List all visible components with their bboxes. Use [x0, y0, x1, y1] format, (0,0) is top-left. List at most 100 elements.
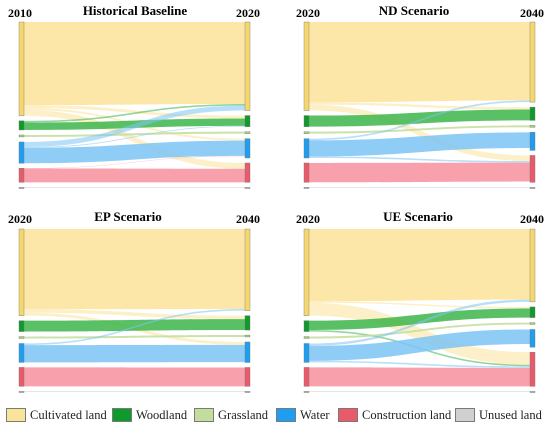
right-node-water [529, 329, 536, 348]
right-node-woodland [244, 315, 251, 331]
flow-grassland-to-grassland [309, 125, 530, 134]
legend: Cultivated land Woodland Grassland Water… [0, 402, 550, 428]
flow-water-to-cultivated [309, 100, 530, 141]
flow-unused-to-unused [24, 391, 245, 392]
right-node-grassland [529, 322, 536, 325]
right-node-grassland [244, 334, 251, 338]
panel-title: ND Scenario [379, 3, 449, 18]
legend-swatch-construction-land [338, 408, 358, 422]
flow-cultivated-to-construction [24, 110, 245, 169]
left-node-woodland [303, 115, 310, 127]
flows [24, 229, 245, 392]
flow-cultivated-to-woodland [24, 105, 245, 119]
panel-ep-scenario: EP Scenario 2020 2040 [8, 209, 260, 393]
right-node-water [244, 341, 251, 363]
left-node-construction [303, 162, 310, 183]
flow-grassland-to-grassland [309, 322, 530, 339]
left-node-cultivated [303, 21, 310, 111]
right-node-construction [244, 162, 251, 183]
panel-title: Historical Baseline [83, 3, 188, 18]
flow-water-to-construction [309, 156, 530, 163]
right-year-label: 2040 [520, 6, 544, 20]
right-node-grassland [244, 131, 251, 134]
left-node-cultivated [18, 228, 25, 316]
left-year-label: 2020 [296, 212, 320, 226]
panel-ue-scenario: UE Scenario 2020 2040 [296, 209, 544, 393]
flow-woodland-to-cultivated [24, 103, 245, 123]
flow-construction-to-construction [309, 367, 530, 387]
left-node-grassland [303, 131, 310, 134]
legend-label-grassland: Grassland [218, 407, 268, 422]
flow-construction-to-construction [24, 168, 245, 183]
left-year-label: 2010 [8, 6, 32, 20]
left-node-cultivated [18, 21, 25, 117]
panel-nd-scenario: ND Scenario 2020 2040 [296, 3, 544, 189]
flow-water-to-woodland [24, 125, 245, 148]
right-node-grassland [529, 125, 536, 128]
left-node-unused [303, 187, 310, 189]
left-node-construction [303, 367, 310, 387]
flow-unused-to-unused [309, 187, 530, 188]
left-node-cultivated [303, 228, 310, 316]
left-node-construction [18, 367, 25, 387]
left-node-grassland [18, 336, 25, 339]
flow-cultivated-to-woodland [309, 102, 530, 110]
flow-water-to-cultivated [309, 299, 530, 346]
flows [309, 22, 530, 188]
left-node-grassland [18, 134, 25, 138]
flow-water-to-water [24, 140, 245, 164]
flow-water-to-water [309, 329, 530, 361]
flow-construction-to-construction [309, 162, 530, 183]
legend-item-grassland: Grassland [194, 406, 268, 424]
legend-label-cultivated-land: Cultivated land [30, 407, 107, 422]
panel-historical-baseline: Historical Baseline 2010 2020 [8, 3, 260, 189]
legend-item-woodland: Woodland [112, 406, 187, 424]
left-node-water [303, 138, 310, 159]
legend-swatch-water [276, 408, 296, 422]
legend-label-woodland: Woodland [136, 407, 188, 422]
right-node-unused [244, 391, 251, 393]
left-node-unused [303, 391, 310, 393]
right-node-woodland [529, 306, 536, 318]
legend-label-unused-land: Unused land [479, 407, 542, 422]
left-node-grassland [303, 336, 310, 339]
flow-construction-to-construction [24, 367, 245, 387]
right-node-woodland [529, 106, 536, 121]
legend-label-water: Water [300, 407, 330, 422]
flow-water-to-water [309, 132, 530, 157]
right-node-unused [244, 187, 251, 189]
right-node-cultivated [529, 21, 536, 103]
right-year-label: 2020 [236, 6, 260, 20]
right-node-water [244, 138, 251, 159]
flow-water-to-cultivated [24, 309, 245, 346]
flow-cultivated-to-construction [309, 104, 530, 162]
left-node-woodland [18, 320, 25, 332]
left-node-unused [18, 187, 25, 189]
flow-cultivated-to-cultivated [24, 229, 245, 310]
flow-cultivated-to-woodland [24, 309, 245, 320]
flow-woodland-to-woodland [309, 109, 530, 127]
legend-item-water: Water [276, 406, 330, 424]
right-year-label: 2040 [520, 212, 544, 226]
left-node-water [303, 343, 310, 363]
flow-water-to-construction [309, 360, 530, 368]
flow-water-to-cultivated [24, 105, 245, 147]
legend-swatch-unused-land [455, 408, 475, 422]
flow-water-to-water [24, 344, 245, 363]
panel-title: EP Scenario [94, 209, 162, 224]
legend-swatch-cultivated-land [6, 408, 26, 422]
right-node-cultivated [244, 228, 251, 311]
legend-item-unused-land: Unused land [455, 406, 542, 424]
right-node-unused [529, 391, 536, 393]
flow-woodland-to-woodland [24, 319, 245, 332]
flow-grassland-to-grassland [24, 131, 245, 137]
flow-cultivated-to-cultivated [309, 229, 530, 302]
left-node-woodland [18, 120, 25, 131]
flow-unused-to-unused [309, 391, 530, 392]
flow-cultivated-to-cultivated [24, 22, 245, 106]
legend-item-cultivated-land: Cultivated land [6, 406, 107, 424]
right-node-cultivated [244, 21, 251, 111]
flows [24, 22, 245, 188]
left-node-construction [18, 168, 25, 183]
